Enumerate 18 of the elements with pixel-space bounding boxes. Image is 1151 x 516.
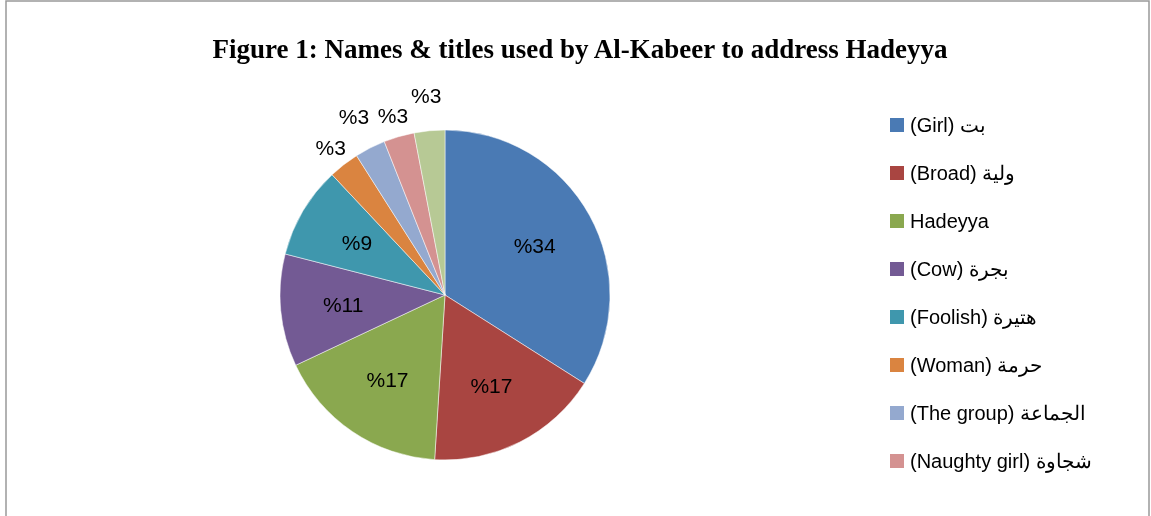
data-label: %3 xyxy=(377,104,409,128)
data-label: %3 xyxy=(315,136,346,160)
legend-label: (Naughty girl) شجاوة xyxy=(910,450,1092,473)
legend-label: (Cow) بجرة xyxy=(910,258,1009,281)
data-label: %17 xyxy=(470,374,513,398)
legend-label: Hadeyya xyxy=(910,210,990,232)
legend-label: (The group) الجماعة xyxy=(910,402,1087,424)
legend-label: (Girl) بت xyxy=(910,114,986,136)
legend-label: (Woman) حرمة xyxy=(910,354,1043,377)
chart-title: Figure 1: Names & titles used by Al-Kabeer to address Hadeyya xyxy=(212,34,948,64)
data-label: %9 xyxy=(341,231,373,255)
legend-label: (Broad) ولية xyxy=(910,162,1016,185)
data-label: %3 xyxy=(410,83,442,107)
data-label: %11 xyxy=(322,292,364,316)
legend-label: (Foolish) هتيرة xyxy=(910,306,1038,329)
data-label: %3 xyxy=(338,104,370,128)
data-label: %17 xyxy=(366,367,409,391)
data-label: %34 xyxy=(513,234,556,258)
